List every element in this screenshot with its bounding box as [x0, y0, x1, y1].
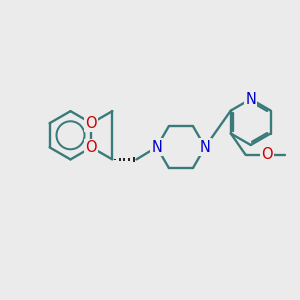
- Text: N: N: [245, 92, 256, 106]
- Text: O: O: [85, 116, 97, 131]
- Text: N: N: [200, 140, 211, 154]
- Text: O: O: [261, 147, 272, 162]
- Text: N: N: [151, 140, 162, 154]
- Text: O: O: [85, 140, 97, 155]
